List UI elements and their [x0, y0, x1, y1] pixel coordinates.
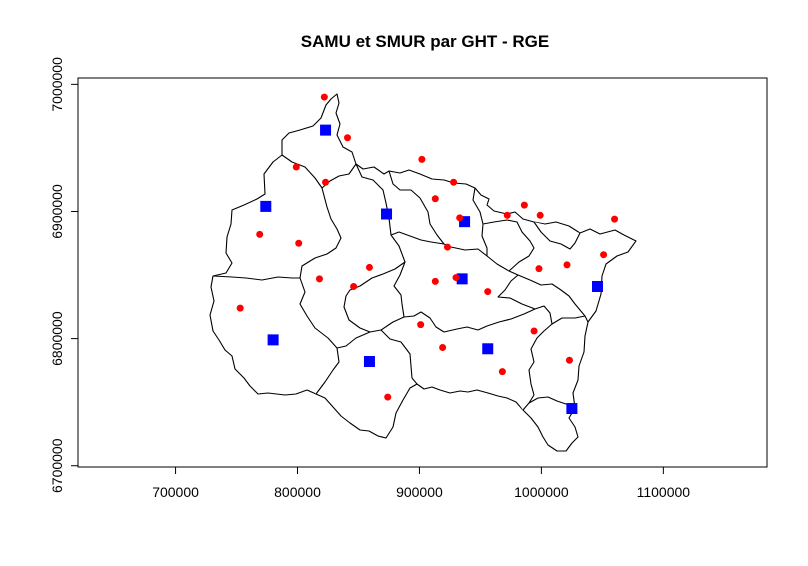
- samu-dot-marker: [417, 321, 425, 329]
- samu-dot-marker: [256, 230, 264, 238]
- samu-dot-marker: [236, 304, 244, 312]
- boundary-west-1: [299, 187, 342, 279]
- boundary-mid-2: [393, 261, 406, 318]
- smur-square-marker: [260, 200, 272, 212]
- smur-square-marker: [363, 355, 375, 367]
- boundary-center-2: [336, 331, 371, 349]
- samu-dot-marker: [315, 275, 323, 283]
- samu-dot-marker: [503, 211, 511, 219]
- samu-dot-marker: [611, 215, 619, 223]
- x-tick-label: 1100000: [637, 484, 691, 500]
- y-tick-label: 6700000: [49, 438, 65, 493]
- smur-square-marker: [267, 334, 279, 346]
- samu-dot-marker: [520, 201, 528, 209]
- smur-square-marker: [456, 273, 468, 285]
- samu-dot-marker: [565, 356, 573, 364]
- samu-dot-marker: [431, 277, 439, 285]
- y-axis: 6700000 6800000 6900000 7000000: [49, 57, 79, 493]
- boundary-east-2: [551, 315, 586, 325]
- boundary-center-3: [380, 329, 418, 385]
- y-tick-label: 6900000: [49, 184, 65, 239]
- samu-dot-marker: [292, 163, 300, 171]
- samu-dot-marker: [384, 393, 392, 401]
- samu-dot-marker: [484, 288, 492, 296]
- boundary-upper-4: [533, 221, 581, 250]
- x-tick-label: 1000000: [514, 484, 569, 500]
- boundary-upper: [388, 170, 445, 245]
- samu-dot-marker: [443, 243, 451, 251]
- samu-dot-marker: [600, 251, 608, 259]
- samu-dot-marker: [452, 274, 460, 282]
- smur-square-marker: [482, 343, 494, 355]
- boundary-east: [517, 274, 589, 323]
- x-tick-label: 800000: [274, 484, 321, 500]
- y-tick-label: 7000000: [49, 57, 65, 112]
- x-tick-label: 700000: [152, 484, 199, 500]
- samu-dot-marker: [350, 282, 358, 290]
- boundary-upper-3: [482, 219, 535, 272]
- smur-square-marker: [591, 280, 603, 292]
- samu-dot-marker: [365, 263, 373, 271]
- marker-layer: [236, 93, 619, 415]
- samu-dot-marker: [439, 344, 447, 352]
- samu-dot-marker: [322, 178, 330, 186]
- samu-dot-marker: [450, 178, 458, 186]
- samu-dot-marker: [535, 265, 543, 273]
- samu-dot-marker: [418, 155, 426, 163]
- smur-square-marker: [459, 216, 471, 228]
- samu-dot-marker: [536, 211, 544, 219]
- samu-dot-marker: [295, 239, 303, 247]
- map-title: SAMU et SMUR par GHT - RGE: [301, 32, 549, 51]
- samu-dot-marker: [498, 368, 506, 376]
- x-tick-label: 900000: [396, 484, 443, 500]
- samu-dot-marker: [344, 134, 352, 142]
- smur-square-marker: [381, 208, 393, 220]
- smur-square-marker: [566, 403, 578, 415]
- samu-dot-marker: [563, 261, 571, 269]
- y-tick-label: 6800000: [49, 311, 65, 366]
- samu-dot-marker: [320, 93, 328, 101]
- smur-square-marker: [320, 124, 332, 136]
- samu-dot-marker: [456, 214, 464, 222]
- samu-dot-marker: [431, 195, 439, 203]
- x-axis: 700000 800000 900000 1000000 1100000: [152, 466, 691, 500]
- samu-dot-marker: [530, 327, 538, 335]
- region-map: [209, 93, 637, 452]
- boundary-center: [343, 163, 553, 411]
